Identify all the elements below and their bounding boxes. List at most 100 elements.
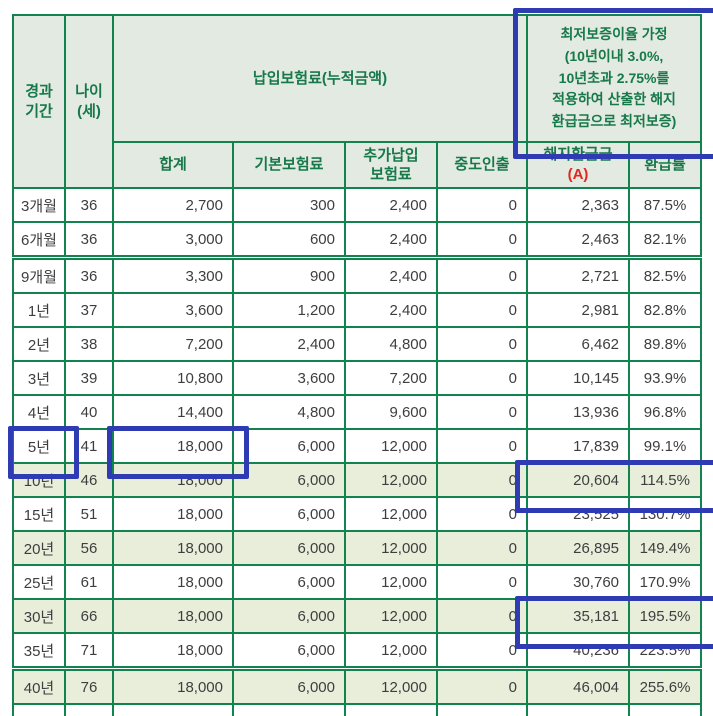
header-elapsed-period: 경과 기간 — [12, 14, 66, 189]
cell-mid-withdrawal: 0 — [435, 632, 529, 670]
cell-mid-withdrawal: 0 — [435, 530, 529, 566]
table-row: 9개월 36 3,300 900 2,400 0 2,721 82.5% — [12, 255, 703, 294]
cell-refund-rate: 82.1% — [628, 221, 703, 259]
cell-period: 2년 — [12, 326, 66, 362]
cell-period: 25년 — [12, 564, 66, 600]
partial-row — [12, 703, 703, 716]
cell-mid-withdrawal: 0 — [435, 598, 529, 634]
cell-surrender-value: 17,839 — [526, 428, 631, 464]
table-row: 4년 40 14,400 4,800 9,600 0 13,936 96.8% — [12, 394, 703, 430]
cell-total: 18,000 — [112, 632, 234, 670]
cell-additional-premium: 9,600 — [344, 394, 438, 430]
table-row: 30년 66 18,000 6,000 12,000 0 35,181 195.5% — [12, 598, 703, 634]
cell-refund-rate: 130.7% — [628, 496, 703, 532]
cell-additional-premium: 7,200 — [344, 360, 438, 396]
cell-surrender-value: 2,981 — [526, 292, 631, 328]
cell-additional-premium: 12,000 — [344, 564, 438, 600]
cell-refund-rate: 82.5% — [628, 255, 703, 294]
cell-total: 18,000 — [112, 496, 234, 532]
table-row: 20년 56 18,000 6,000 12,000 0 26,895 149.4% — [12, 530, 703, 566]
cell-total: 18,000 — [112, 666, 234, 705]
cell-mid-withdrawal: 0 — [435, 428, 529, 464]
cell-surrender-value: 2,463 — [526, 221, 631, 259]
surrender-value-sub-label: (A) — [567, 166, 589, 183]
cell-age: 71 — [64, 632, 114, 670]
cell-additional-premium — [344, 703, 438, 716]
cell-additional-premium: 12,000 — [344, 428, 438, 464]
table-row: 40년 76 18,000 6,000 12,000 0 46,004 255.6% — [12, 666, 703, 705]
cell-age: 40 — [64, 394, 114, 430]
cell-mid-withdrawal: 0 — [435, 187, 529, 223]
cell-period: 40년 — [12, 666, 66, 705]
cell-basic-premium: 4,800 — [232, 394, 346, 430]
cell-mid-withdrawal: 0 — [435, 394, 529, 430]
table-row: 5년 41 18,000 6,000 12,000 0 17,839 99.1% — [12, 428, 703, 464]
cell-total: 3,000 — [112, 221, 234, 259]
cell-surrender-value: 10,145 — [526, 360, 631, 396]
cell-surrender-value: 6,462 — [526, 326, 631, 362]
cell-total: 18,000 — [112, 564, 234, 600]
table-row: 6개월 36 3,000 600 2,400 0 2,463 82.1% — [12, 221, 703, 259]
cell-basic-premium: 6,000 — [232, 462, 346, 498]
cell-period: 1년 — [12, 292, 66, 328]
cell-surrender-value: 23,525 — [526, 496, 631, 532]
cell-surrender-value: 30,760 — [526, 564, 631, 600]
cell-basic-premium: 1,200 — [232, 292, 346, 328]
cell-basic-premium: 2,400 — [232, 326, 346, 362]
table-row: 1년 37 3,600 1,200 2,400 0 2,981 82.8% — [12, 292, 703, 328]
surrender-value-label: 해지환급금 — [543, 145, 613, 163]
cell-age: 56 — [64, 530, 114, 566]
cell-total: 10,800 — [112, 360, 234, 396]
cell-additional-premium: 2,400 — [344, 292, 438, 328]
cell-age: 36 — [64, 221, 114, 259]
cell-additional-premium: 2,400 — [344, 221, 438, 259]
cell-basic-premium: 6,000 — [232, 428, 346, 464]
cell-period: 3개월 — [12, 187, 66, 223]
cell-mid-withdrawal: 0 — [435, 326, 529, 362]
cell-period: 3년 — [12, 360, 66, 396]
cell-basic-premium: 900 — [232, 255, 346, 294]
cell-period: 10년 — [12, 462, 66, 498]
cell-basic-premium: 600 — [232, 221, 346, 259]
cell-basic-premium: 6,000 — [232, 598, 346, 634]
cell-total — [112, 703, 234, 716]
cell-mid-withdrawal: 0 — [435, 496, 529, 532]
cell-total: 3,600 — [112, 292, 234, 328]
table-row: 3개월 36 2,700 300 2,400 0 2,363 87.5% — [12, 187, 703, 223]
cell-additional-premium: 4,800 — [344, 326, 438, 362]
cell-refund-rate: 114.5% — [628, 462, 703, 498]
table-row: 3년 39 10,800 3,600 7,200 0 10,145 93.9% — [12, 360, 703, 396]
cell-age: 36 — [64, 255, 114, 294]
cell-basic-premium: 6,000 — [232, 564, 346, 600]
cell-surrender-value: 26,895 — [526, 530, 631, 566]
table-body: 3개월 36 2,700 300 2,400 0 2,363 87.5% 6개월 36 3,000 6… — [12, 187, 703, 716]
cell-basic-premium: 6,000 — [232, 666, 346, 705]
cell-basic-premium — [232, 703, 346, 716]
header-premium-group: 납입보험료(누적금액) — [111, 14, 529, 143]
cell-surrender-value: 40,236 — [526, 632, 631, 670]
cell-mid-withdrawal: 0 — [435, 221, 529, 259]
cell-mid-withdrawal: 0 — [435, 292, 529, 328]
cell-additional-premium: 12,000 — [344, 462, 438, 498]
cell-total: 18,000 — [112, 462, 234, 498]
cell-refund-rate: 96.8% — [628, 394, 703, 430]
cell-age: 41 — [64, 428, 114, 464]
cell-mid-withdrawal: 0 — [435, 360, 529, 396]
table-row: 10년 46 18,000 6,000 12,000 0 20,604 114.5% — [12, 462, 703, 498]
cell-age: 46 — [64, 462, 114, 498]
header-mid-withdrawal: 중도인출 — [435, 141, 529, 189]
cell-refund-rate: 255.6% — [628, 666, 703, 705]
cell-period: 9개월 — [12, 255, 66, 294]
cell-basic-premium: 6,000 — [232, 632, 346, 670]
cell-surrender-value: 13,936 — [526, 394, 631, 430]
header-basic-premium: 기본보험료 — [232, 141, 346, 189]
header-surrender-value: 해지환급금 (A) — [526, 141, 631, 189]
cell-age: 36 — [64, 187, 114, 223]
cell-age: 61 — [64, 564, 114, 600]
cell-refund-rate: 89.8% — [628, 326, 703, 362]
cell-refund-rate — [628, 703, 703, 716]
cell-age: 76 — [64, 666, 114, 705]
header-additional-premium: 추가납입 보험료 — [344, 141, 438, 189]
table-row: 15년 51 18,000 6,000 12,000 0 23,525 130.7% — [12, 496, 703, 532]
cell-surrender-value: 46,004 — [526, 666, 631, 705]
